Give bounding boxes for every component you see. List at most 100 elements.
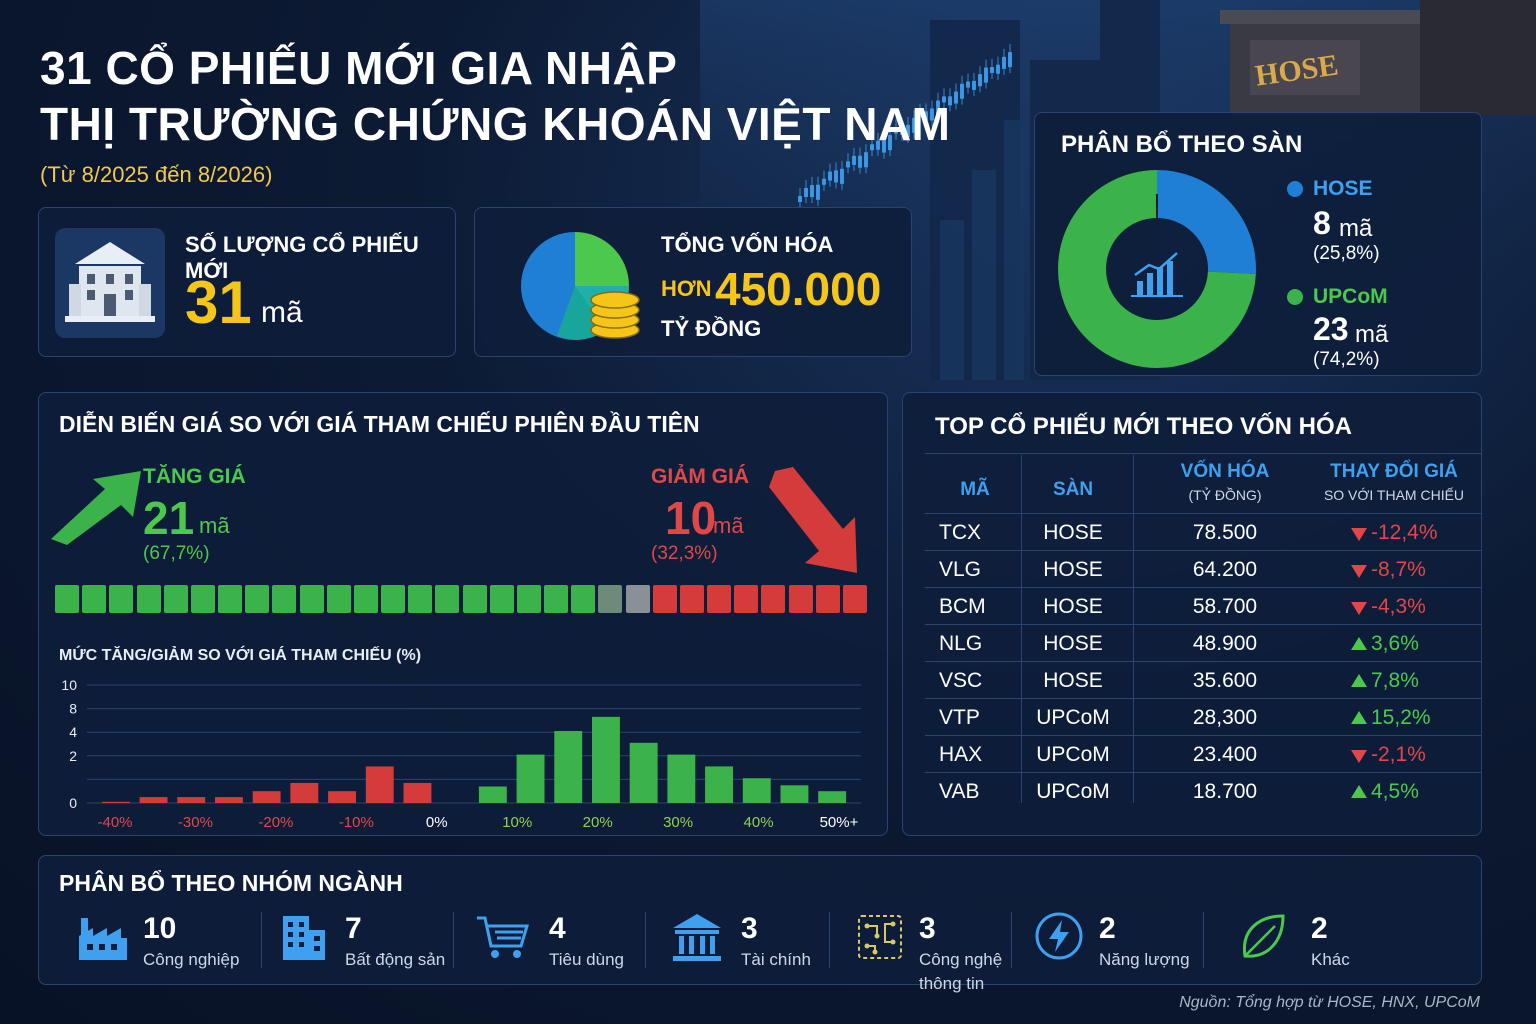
bar: [328, 791, 356, 803]
table-header-divider: [925, 453, 1481, 454]
price-panel-title: DIỄN BIẾN GIÁ SO VỚI GIÁ THAM CHIẾU PHIÊ…: [59, 411, 700, 437]
segment-block: [761, 585, 786, 613]
segment-block: [462, 585, 487, 613]
cell-exchange: UPCoM: [1036, 706, 1110, 729]
chart-label: MỨC TĂNG/GIẢM SO VỚI GIÁ THAM CHIẾU (%): [59, 647, 422, 664]
sector-count-it: 3: [919, 912, 936, 945]
institution-icon: [55, 228, 165, 338]
segment-block: [408, 585, 433, 613]
price-movement-card: DIỄN BIẾN GIÁ SO VỚI GIÁ THAM CHIẾU PHIÊ…: [38, 392, 888, 836]
segment-block: [55, 585, 80, 613]
cell-cap: 58.700: [1192, 595, 1258, 618]
sector-label-realestate: Bất động sản: [345, 950, 446, 969]
cell-change: -2,1%: [1371, 743, 1426, 766]
segment-block: [652, 585, 677, 613]
x-tick-label: 40%: [744, 814, 774, 831]
source-note: Nguồn: Tổng hợp từ HOSE, HNX, UPCoM: [1179, 994, 1480, 1011]
x-tick-label: -40%: [97, 814, 132, 831]
segment-block: [82, 585, 107, 613]
segment-block: [190, 585, 215, 613]
bar: [252, 791, 281, 803]
sector-count-industrial: 10: [143, 912, 177, 945]
cell-change: -4,3%: [1371, 595, 1426, 618]
cell-code: VLG: [939, 558, 982, 581]
sector-label-industrial: Công nghiệp: [143, 950, 240, 969]
down-triangle-icon: [1351, 528, 1367, 541]
x-tick-label: -20%: [258, 814, 293, 831]
cell-code: VAB: [939, 780, 980, 803]
table-row: NLG HOSE 48.900 3,6%: [925, 624, 1481, 661]
cell-code: HAX: [939, 743, 983, 766]
up-count: 21: [143, 492, 195, 544]
down-arrow-icon: [769, 467, 857, 573]
title-line-1: 31 CỔ PHIẾU MỚI GIA NHẬP: [40, 42, 678, 94]
bar: [818, 791, 847, 803]
cell-change: 7,8%: [1371, 669, 1419, 692]
table-row: VSC HOSE 35.600 7,8%: [925, 661, 1481, 698]
col-cap-header: VỐN HÓA: [1180, 461, 1270, 482]
sector-divider: [261, 912, 262, 968]
bar: [478, 786, 507, 803]
y-tick-label: 10: [61, 677, 77, 693]
bar: [290, 782, 319, 803]
up-unit: mã: [199, 513, 230, 538]
segment-block: [734, 585, 759, 613]
segment-block: [571, 585, 596, 613]
segment-block: [489, 585, 514, 613]
segment-block: [272, 585, 297, 613]
sector-label-energy: Năng lượng: [1099, 950, 1190, 969]
down-count: 10: [665, 492, 717, 544]
x-tick-label: -30%: [178, 814, 213, 831]
cell-cap: 48.900: [1192, 632, 1258, 655]
bar: [667, 754, 696, 803]
up-triangle-icon: [1351, 711, 1367, 724]
bar: [177, 797, 206, 803]
up-down-segment-bar: [55, 585, 867, 613]
top-table-title: TOP CỔ PHIẾU MỚI THEO VỐN HÓA: [935, 413, 1352, 440]
segment-block: [299, 585, 324, 613]
bar: [705, 766, 733, 803]
table-row: VTP UPCoM 28,300 15,2%: [925, 698, 1481, 735]
cell-cap: 18.700: [1192, 780, 1258, 803]
sector-divider: [1203, 912, 1204, 968]
segment-block: [788, 585, 813, 613]
bar: [101, 801, 130, 803]
cell-change: -12,4%: [1371, 521, 1438, 544]
segment-block: [245, 585, 270, 613]
sector-distribution-card: PHÂN BỔ THEO NHÓM NGÀNH 10 Công nghiệp 7…: [38, 855, 1482, 993]
cell-exchange: HOSE: [1043, 595, 1103, 618]
cell-cap: 64.200: [1192, 558, 1258, 581]
column-divider: [1133, 455, 1134, 803]
cap-prefix: HƠN: [661, 276, 712, 301]
legend-dot-hose: [1287, 181, 1303, 197]
down-triangle-icon: [1351, 565, 1367, 578]
legend-pct-upcom: (74,2%): [1313, 349, 1380, 370]
hose-building-decoration: HOSE: [1220, 0, 1536, 115]
cell-code: NLG: [939, 632, 983, 655]
sector-count-consumer: 4: [549, 912, 566, 945]
col-change-header: THAY ĐỔI GIÁ: [1330, 461, 1458, 482]
up-arrow-icon: [51, 471, 141, 545]
cell-exchange: HOSE: [1043, 669, 1103, 692]
chart-growth-icon: [1131, 252, 1183, 297]
segment-block: [353, 585, 378, 613]
page-subtitle: (Từ 8/2025 đến 8/2026): [40, 162, 273, 187]
cell-exchange: HOSE: [1043, 558, 1103, 581]
bar: [629, 742, 658, 803]
x-tick-label: 50%+: [820, 814, 859, 831]
x-tick-label: 10%: [502, 814, 532, 831]
count-unit: mã: [261, 296, 303, 329]
cell-code: VTP: [939, 706, 980, 729]
column-divider: [1021, 455, 1022, 803]
exchange-donut-chart: [1058, 170, 1256, 368]
sector-count-realestate: 7: [345, 912, 362, 945]
bar: [516, 754, 545, 803]
sector-label-consumer: Tiêu dùng: [549, 950, 624, 969]
col-change-subheader: SO VỚI THAM CHIẾU: [1323, 487, 1465, 503]
cell-exchange: HOSE: [1043, 632, 1103, 655]
sector-label-it-line2: thông tin: [919, 974, 985, 993]
cap-unit: TỶ ĐỒNG: [661, 316, 762, 341]
title-line-2: THỊ TRƯỜNG CHỨNG KHOÁN VIỆT NAM: [40, 98, 951, 150]
segment-block: [598, 585, 623, 613]
stat-card-count: SỐ LƯỢNG CỔ PHIẾU MỚI 31 mã: [38, 207, 456, 357]
